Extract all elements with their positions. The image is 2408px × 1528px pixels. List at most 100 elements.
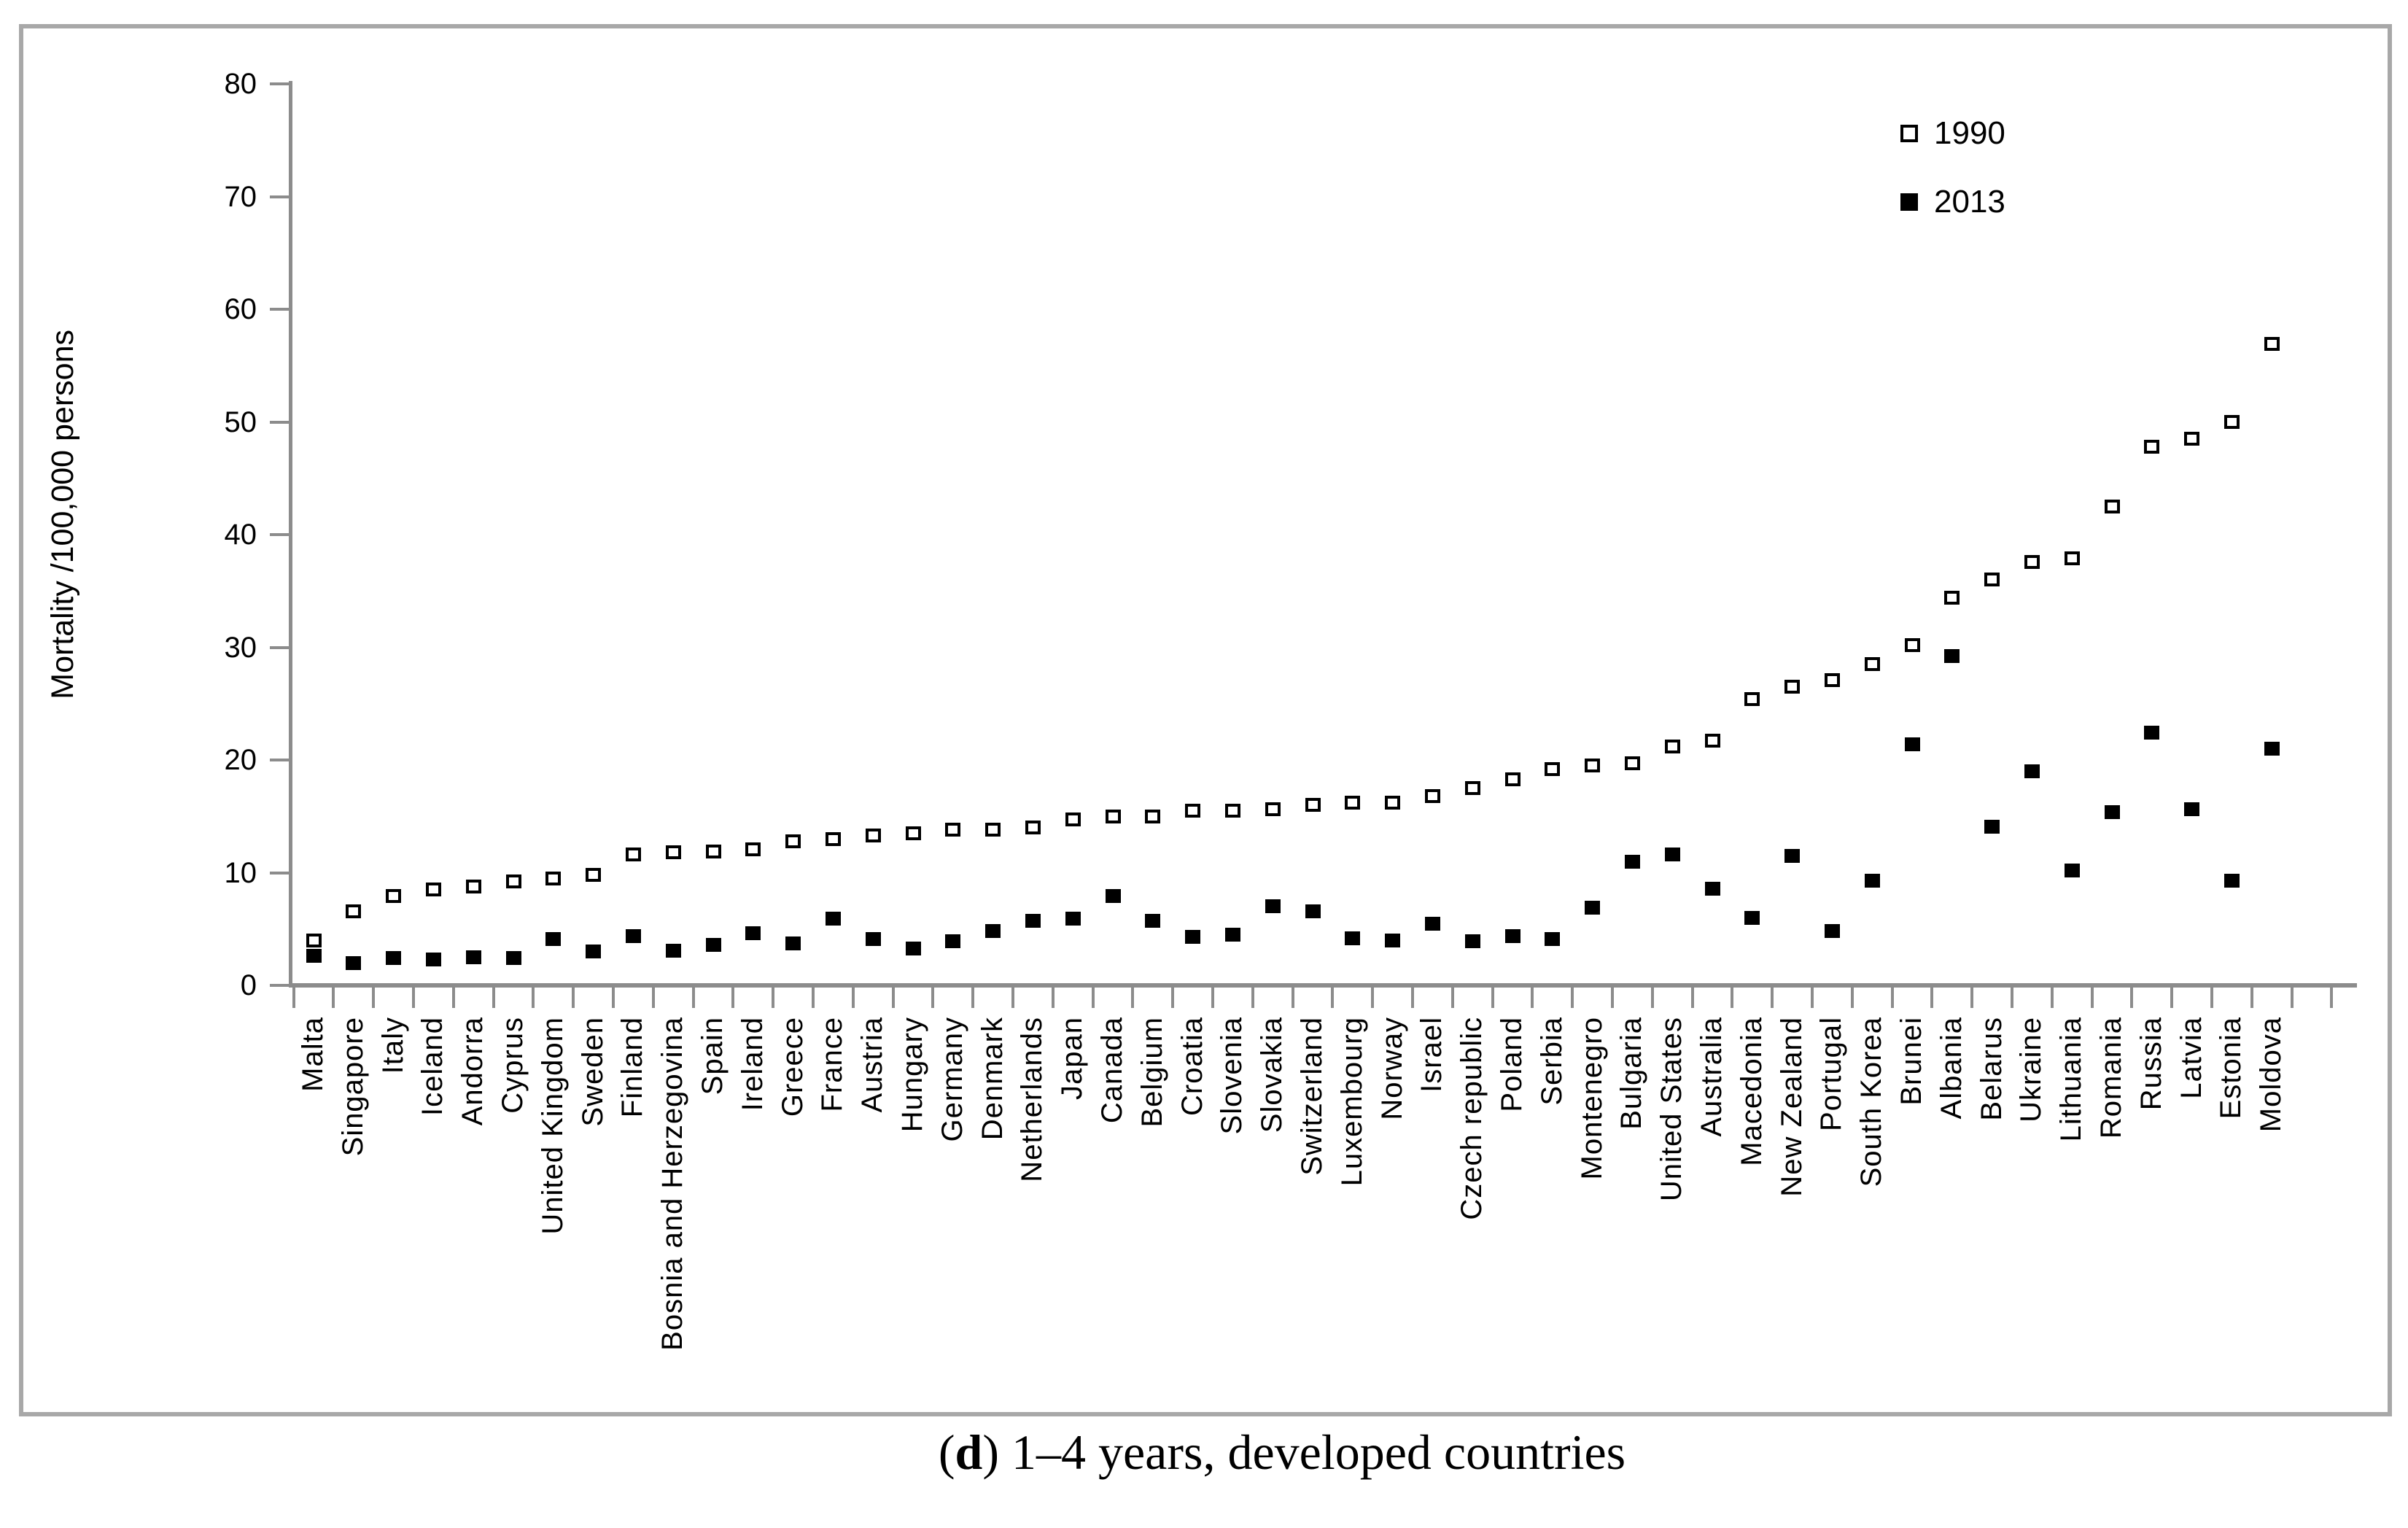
x-category-label: Moldova — [2255, 1017, 2288, 1133]
marker-2013-Russia — [2144, 726, 2160, 740]
marker-1990-Bulgaria — [1624, 756, 1640, 771]
legend-label-1990: 1990 — [1934, 115, 2005, 151]
x-tick — [1011, 988, 1014, 1008]
open-square-icon — [1900, 125, 1918, 142]
x-category-label: Montenegro — [1575, 1017, 1608, 1180]
marker-1990-Iceland — [425, 883, 441, 897]
x-category-label: Canada — [1096, 1017, 1128, 1124]
marker-1990-Montenegro — [1585, 759, 1601, 773]
marker-1990-Germany — [945, 823, 961, 837]
x-category-label: Norway — [1375, 1017, 1408, 1120]
marker-2013-Cyprus — [505, 951, 521, 966]
x-category-label: Slovakia — [1256, 1017, 1289, 1133]
x-tick — [2170, 988, 2174, 1008]
marker-2013-Poland — [1504, 928, 1520, 943]
caption-panel-letter: d — [955, 1424, 983, 1480]
x-tick — [1890, 988, 1894, 1008]
figure-frame — [19, 24, 2392, 1416]
marker-1990-Spain — [705, 844, 721, 858]
x-tick — [332, 988, 335, 1008]
marker-2013-United Kingdom — [545, 932, 562, 947]
x-category-label: Serbia — [1535, 1017, 1568, 1106]
marker-1990-Lithuania — [2064, 551, 2080, 565]
marker-2013-New Zealand — [1784, 848, 1801, 863]
marker-1990-Austria — [865, 829, 881, 842]
marker-2013-Belarus — [1984, 819, 2000, 834]
caption-prefix: ( — [938, 1424, 955, 1480]
marker-1990-France — [825, 831, 841, 846]
x-category-label: Austria — [856, 1017, 889, 1113]
marker-2013-Portugal — [1824, 924, 1840, 939]
marker-1990-Denmark — [985, 823, 1001, 837]
x-category-label: Czech republic — [1456, 1017, 1488, 1220]
x-tick — [1731, 988, 1734, 1008]
marker-2013-Israel — [1424, 916, 1440, 931]
x-tick — [772, 988, 775, 1008]
x-category-label: Malta — [297, 1017, 329, 1092]
x-tick — [372, 988, 376, 1008]
x-category-label: Finland — [616, 1017, 649, 1118]
y-tick — [270, 308, 289, 311]
marker-1990-Ukraine — [2024, 554, 2040, 569]
y-axis-title: Mortality /100,000 persons — [45, 330, 80, 699]
x-tick — [1051, 988, 1055, 1008]
marker-2013-Greece — [785, 936, 801, 951]
x-tick — [292, 988, 295, 1008]
marker-2013-Netherlands — [1025, 914, 1041, 928]
y-tick — [270, 759, 289, 761]
x-tick — [1491, 988, 1494, 1008]
x-tick — [651, 988, 655, 1008]
x-tick — [2330, 988, 2334, 1008]
marker-1990-Finland — [625, 848, 641, 862]
y-tick-label: 50 — [224, 406, 257, 438]
marker-2013-Australia — [1704, 881, 1720, 896]
x-category-label: Luxembourg — [1335, 1017, 1368, 1187]
x-tick — [1171, 988, 1175, 1008]
x-tick — [612, 988, 615, 1008]
marker-1990-Slovakia — [1265, 802, 1281, 817]
y-tick-label: 40 — [224, 519, 257, 551]
x-tick — [691, 988, 695, 1008]
x-tick — [891, 988, 895, 1008]
marker-1990-Hungary — [905, 826, 921, 840]
marker-1990-Ireland — [745, 842, 761, 856]
y-tick — [270, 533, 289, 536]
marker-1990-Cyprus — [505, 874, 521, 889]
x-category-label: Japan — [1056, 1017, 1089, 1100]
marker-2013-Denmark — [985, 924, 1001, 939]
marker-2013-Italy — [386, 951, 402, 966]
marker-1990-Czech republic — [1464, 781, 1480, 796]
x-category-label: Andorra — [457, 1017, 489, 1126]
x-tick — [1611, 988, 1614, 1008]
marker-2013-Serbia — [1545, 932, 1561, 947]
x-category-label: Belgium — [1135, 1017, 1168, 1128]
x-category-label: Poland — [1496, 1017, 1528, 1112]
x-category-label: Russia — [2135, 1017, 2167, 1111]
marker-1990-New Zealand — [1784, 680, 1801, 694]
x-category-label: United States — [1655, 1017, 1688, 1202]
marker-2013-Lithuania — [2064, 863, 2080, 877]
x-category-label: Hungary — [896, 1017, 928, 1133]
x-tick — [2130, 988, 2134, 1008]
x-tick — [731, 988, 735, 1008]
marker-2013-Slovenia — [1224, 927, 1240, 942]
marker-2013-Romania — [2104, 804, 2120, 819]
x-tick — [2250, 988, 2253, 1008]
x-tick — [1291, 988, 1294, 1008]
x-category-label: Switzerland — [1296, 1017, 1328, 1176]
y-tick — [270, 871, 289, 874]
y-axis-line — [289, 81, 292, 988]
x-category-label: Iceland — [416, 1017, 449, 1116]
x-tick — [412, 988, 415, 1008]
x-tick — [1450, 988, 1454, 1008]
marker-2013-Singapore — [346, 955, 362, 970]
marker-2013-Czech republic — [1464, 934, 1480, 949]
x-category-label: Macedonia — [1735, 1017, 1768, 1166]
x-tick — [2050, 988, 2054, 1008]
marker-1990-Moldova — [2264, 337, 2280, 352]
x-category-label: Italy — [376, 1017, 409, 1074]
marker-2013-Bulgaria — [1624, 854, 1640, 869]
y-tick — [270, 195, 289, 198]
x-category-label: Denmark — [976, 1017, 1009, 1141]
x-tick — [851, 988, 855, 1008]
